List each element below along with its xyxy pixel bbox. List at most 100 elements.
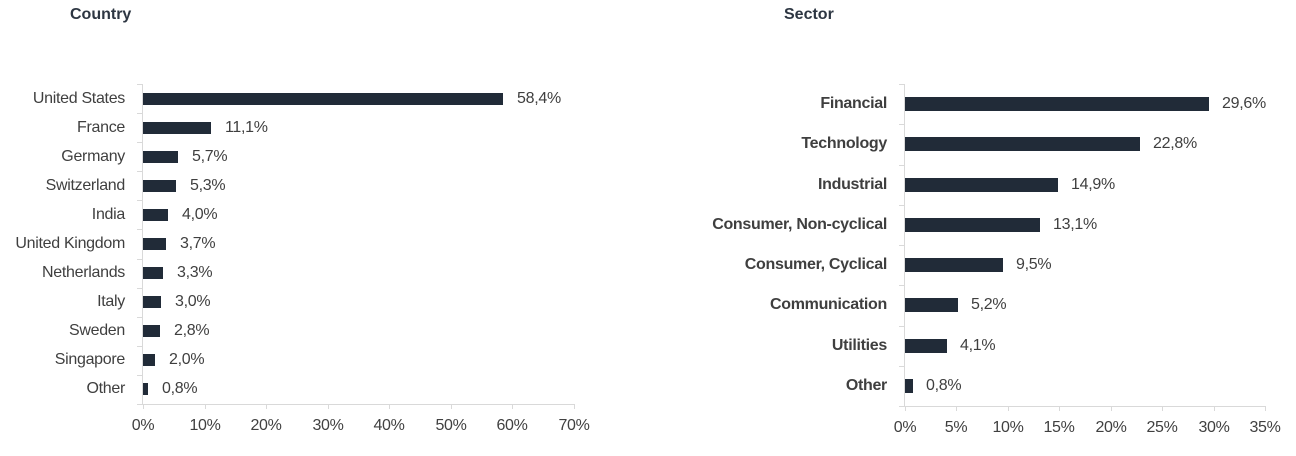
category-label: United States	[32, 90, 125, 107]
bar	[905, 97, 1209, 111]
bar	[143, 151, 178, 163]
y-axis-tick	[899, 245, 904, 246]
x-axis-tick-label: 0%	[131, 417, 155, 434]
category-label: India	[91, 206, 126, 223]
category-label: France	[77, 119, 125, 136]
bar-value-label: 2,8%	[174, 322, 210, 339]
category-label: Sweden	[68, 322, 125, 339]
category-label: Technology	[801, 135, 887, 152]
category-label: Germany	[61, 148, 125, 165]
bar-value-label: 13,1%	[1053, 216, 1097, 233]
bar-value-label: 58,4%	[517, 90, 561, 107]
category-label: Switzerland	[45, 177, 126, 194]
bar	[905, 379, 913, 393]
category-label: Consumer, Cyclical	[744, 256, 888, 273]
category-label: Other	[845, 377, 887, 394]
x-axis-tick	[512, 404, 513, 409]
x-axis-tick-label: 25%	[1146, 419, 1178, 436]
category-label: Netherlands	[42, 264, 125, 281]
y-axis-tick	[137, 346, 142, 347]
x-axis-tick	[143, 404, 144, 409]
x-axis-tick-label: 5%	[944, 419, 968, 436]
y-axis-tick	[899, 406, 904, 407]
category-label: Italy	[97, 293, 125, 310]
y-axis-tick	[137, 142, 142, 143]
bar-value-label: 9,5%	[1016, 256, 1052, 273]
category-label: United Kingdom	[15, 235, 125, 252]
x-axis-tick	[266, 404, 267, 409]
y-axis-tick	[137, 84, 142, 85]
y-axis-tick	[137, 404, 142, 405]
bar-value-label: 22,8%	[1153, 135, 1197, 152]
x-axis-tick	[1008, 406, 1009, 411]
bar	[143, 122, 211, 134]
bar-value-label: 0,8%	[926, 377, 962, 394]
bar-value-label: 11,1%	[225, 119, 268, 136]
x-axis-tick	[905, 406, 906, 411]
bar	[143, 93, 503, 105]
bar	[905, 178, 1058, 192]
y-axis-tick	[899, 285, 904, 286]
y-axis-tick	[899, 124, 904, 125]
y-axis-line	[142, 84, 143, 404]
bar	[143, 238, 166, 250]
bar-value-label: 3,7%	[180, 235, 216, 252]
bar	[143, 354, 155, 366]
y-axis-tick	[899, 326, 904, 327]
bar	[905, 258, 1003, 272]
y-axis-tick	[137, 171, 142, 172]
x-axis-tick-label: 30%	[312, 417, 344, 434]
category-label: Industrial	[817, 176, 887, 193]
x-axis-tick	[956, 406, 957, 411]
y-axis-tick	[137, 317, 142, 318]
bar-value-label: 0,8%	[162, 380, 198, 397]
x-axis-tick	[1162, 406, 1163, 411]
sector-chart-title: Sector	[784, 6, 834, 23]
bar	[143, 209, 168, 221]
bar	[143, 383, 148, 395]
bar-value-label: 3,0%	[175, 293, 211, 310]
y-axis-tick	[137, 229, 142, 230]
x-axis-tick-label: 20%	[1095, 419, 1127, 436]
x-axis-line	[904, 406, 1265, 407]
x-axis-tick-label: 40%	[373, 417, 405, 434]
x-axis-tick	[205, 404, 206, 409]
x-axis-tick	[1214, 406, 1215, 411]
bar-value-label: 4,0%	[182, 206, 218, 223]
x-axis-tick	[574, 404, 575, 409]
y-axis-tick	[137, 113, 142, 114]
y-axis-tick	[899, 366, 904, 367]
x-axis-tick-label: 15%	[1043, 419, 1075, 436]
category-label: Financial	[820, 95, 887, 112]
x-axis-tick	[1111, 406, 1112, 411]
bar-value-label: 5,3%	[190, 177, 226, 194]
y-axis-tick	[899, 84, 904, 85]
x-axis-tick-label: 10%	[992, 419, 1024, 436]
bar	[905, 339, 947, 353]
bar	[143, 296, 161, 308]
x-axis-line	[142, 404, 574, 405]
country-chart-title: Country	[70, 6, 132, 23]
bar-value-label: 5,7%	[192, 148, 228, 165]
x-axis-tick	[1265, 406, 1266, 411]
category-label: Singapore	[54, 351, 126, 368]
category-label: Other	[86, 380, 125, 397]
bar-value-label: 3,3%	[177, 264, 213, 281]
x-axis-tick-label: 20%	[250, 417, 282, 434]
bar	[905, 218, 1040, 232]
x-axis-tick	[389, 404, 390, 409]
bar	[143, 325, 160, 337]
y-axis-tick	[137, 288, 142, 289]
bar-value-label: 2,0%	[169, 351, 205, 368]
x-axis-tick	[328, 404, 329, 409]
bar	[143, 267, 163, 279]
y-axis-tick	[137, 259, 142, 260]
y-axis-tick	[899, 165, 904, 166]
bar-value-label: 4,1%	[960, 337, 996, 354]
bar-value-label: 29,6%	[1222, 95, 1266, 112]
x-axis-tick-label: 50%	[435, 417, 467, 434]
x-axis-tick-label: 35%	[1249, 419, 1281, 436]
bar	[143, 180, 176, 192]
